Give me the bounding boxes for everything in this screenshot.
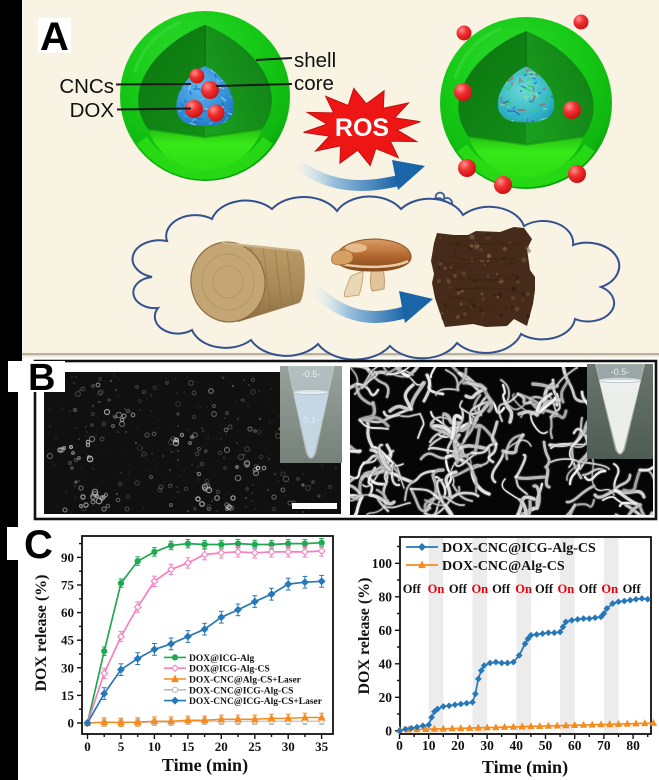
svg-text:DOX-CNC@ICG-Alg-CS: DOX-CNC@ICG-Alg-CS: [442, 541, 596, 556]
svg-text:On: On: [515, 582, 532, 596]
svg-text:DOX: DOX: [70, 99, 115, 122]
svg-text:Time (min): Time (min): [162, 755, 248, 776]
svg-text:-0.5-: -0.5-: [302, 369, 321, 379]
svg-text:Off: Off: [492, 582, 511, 596]
svg-text:Time (min): Time (min): [482, 757, 568, 778]
svg-text:Off: Off: [403, 582, 422, 596]
svg-text:DOX-CNC@ICG-Alg-CS: DOX-CNC@ICG-Alg-CS: [189, 686, 293, 696]
svg-text:DOX@ICG-Alg: DOX@ICG-Alg: [189, 654, 255, 664]
svg-text:DOX release (%): DOX release (%): [33, 575, 50, 692]
svg-text:30: 30: [61, 660, 74, 675]
svg-text:35: 35: [315, 739, 329, 754]
svg-text:100: 100: [372, 556, 393, 571]
svg-text:80: 80: [379, 589, 393, 604]
svg-text:15: 15: [61, 688, 75, 703]
svg-text:A: A: [40, 15, 69, 59]
svg-text:80: 80: [626, 738, 640, 753]
svg-text:On: On: [471, 582, 488, 596]
svg-text:60: 60: [61, 605, 74, 620]
svg-text:0: 0: [385, 723, 392, 738]
svg-text:15: 15: [181, 739, 195, 754]
svg-text:20: 20: [451, 738, 465, 753]
svg-text:C: C: [24, 523, 53, 567]
svg-text:5: 5: [118, 739, 125, 754]
svg-text:ROS: ROS: [335, 114, 389, 142]
svg-text:DOX-CNC@ICG-Alg-CS+Laser: DOX-CNC@ICG-Alg-CS+Laser: [189, 697, 323, 707]
svg-text:30: 30: [282, 739, 295, 754]
svg-text:0.1-: 0.1-: [303, 415, 319, 425]
svg-text:60: 60: [568, 738, 582, 753]
svg-text:30: 30: [480, 738, 494, 753]
svg-text:On: On: [428, 582, 445, 596]
svg-text:90: 90: [61, 550, 74, 565]
svg-text:20: 20: [215, 739, 228, 754]
svg-text:-0.5-: -0.5-: [611, 367, 630, 377]
svg-text:Off: Off: [535, 582, 554, 596]
svg-text:B: B: [28, 357, 55, 399]
svg-text:40: 40: [379, 656, 393, 671]
svg-text:0: 0: [84, 739, 91, 754]
svg-text:75: 75: [61, 578, 75, 593]
svg-text:45: 45: [61, 633, 75, 648]
svg-text:CNCs: CNCs: [59, 75, 114, 98]
svg-text:On: On: [558, 582, 575, 596]
svg-text:10: 10: [148, 739, 161, 754]
svg-text:core: core: [294, 72, 334, 95]
svg-text:DOX release (%): DOX release (%): [356, 578, 373, 695]
svg-text:Off: Off: [449, 582, 468, 596]
svg-text:60: 60: [379, 623, 393, 638]
svg-text:shell: shell: [294, 49, 336, 72]
svg-text:DOX-CNC@Alg-CS+Laser: DOX-CNC@Alg-CS+Laser: [189, 676, 302, 686]
svg-text:DOX-CNC@Alg-CS: DOX-CNC@Alg-CS: [442, 559, 565, 574]
svg-text:DOX@ICG-Alg-CS: DOX@ICG-Alg-CS: [189, 665, 270, 675]
svg-text:70: 70: [597, 738, 611, 753]
svg-text:40: 40: [510, 738, 524, 753]
svg-text:25: 25: [248, 739, 262, 754]
svg-text:On: On: [601, 582, 618, 596]
svg-text:Off: Off: [623, 582, 642, 596]
svg-text:20: 20: [379, 690, 393, 705]
svg-text:Off: Off: [579, 582, 598, 596]
svg-text:0: 0: [68, 716, 75, 731]
svg-text:10: 10: [422, 738, 436, 753]
svg-text:0: 0: [396, 738, 403, 753]
svg-text:50: 50: [539, 738, 553, 753]
